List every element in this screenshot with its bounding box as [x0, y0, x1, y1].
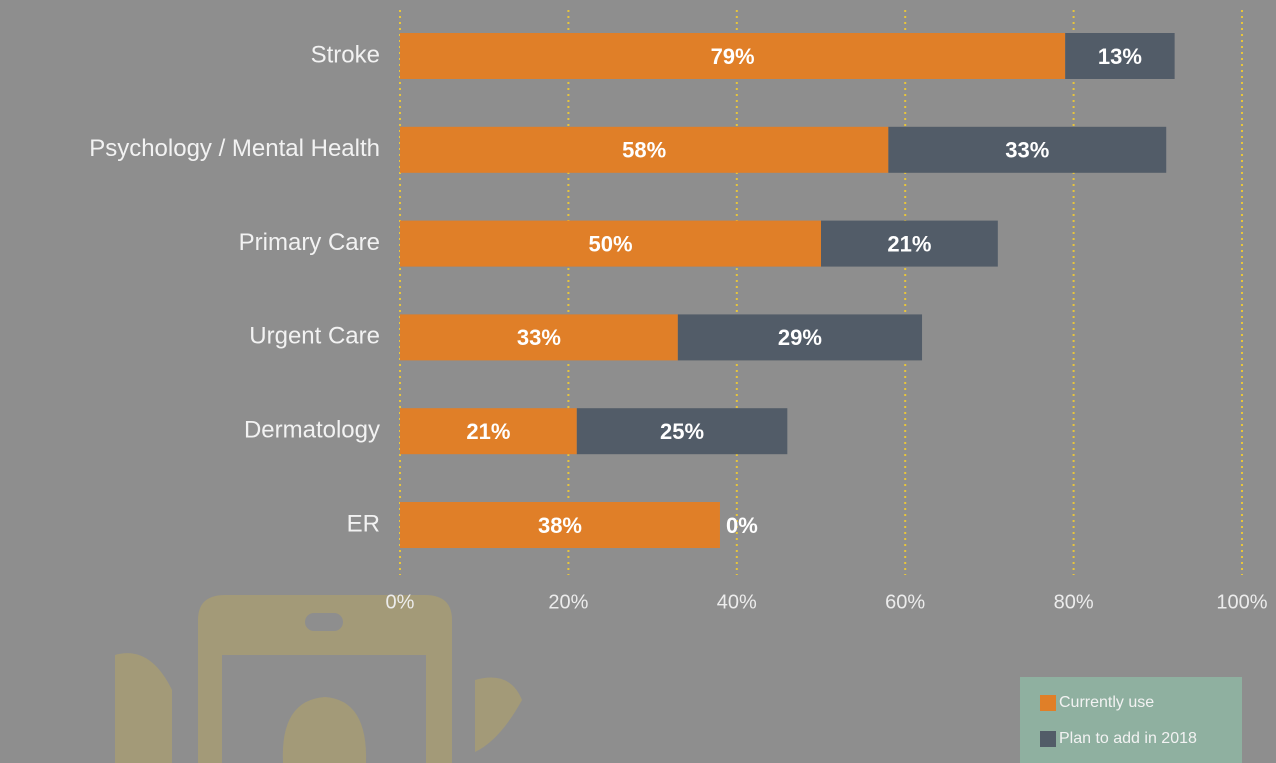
legend-label: Plan to add in 2018	[1059, 730, 1197, 747]
bar-segment	[400, 33, 1066, 79]
bar-segment	[400, 408, 577, 455]
category-label: Psychology / Mental Health	[89, 135, 380, 162]
value-label: 58%	[622, 138, 666, 163]
category-label: Dermatology	[244, 417, 380, 444]
category-label: Urgent Care	[249, 323, 380, 350]
bar-segment	[400, 220, 821, 267]
x-tick-label: 20%	[548, 591, 588, 613]
bar-segment	[400, 314, 678, 361]
bar-segment	[1065, 33, 1175, 79]
value-label: 13%	[1098, 44, 1142, 69]
decor-phone	[115, 595, 522, 763]
x-tick-label: 80%	[1054, 591, 1094, 613]
value-label: 0%	[726, 513, 758, 538]
category-label: Primary Care	[239, 229, 380, 256]
legend-swatch	[1040, 731, 1056, 747]
legend-box	[1020, 677, 1242, 763]
x-tick-label: 60%	[885, 591, 925, 613]
bar-segment	[677, 314, 923, 361]
legend-label: Currently use	[1059, 694, 1154, 711]
value-label: 21%	[887, 231, 931, 256]
category-label: Stroke	[311, 41, 380, 68]
bar-segment	[576, 408, 788, 455]
category-label: ER	[347, 510, 380, 537]
value-label: 33%	[1005, 138, 1049, 163]
bar-segment	[888, 126, 1167, 173]
value-label: 38%	[538, 513, 582, 538]
x-tick-label: 100%	[1216, 591, 1267, 613]
x-tick-label: 0%	[386, 591, 415, 613]
decor-hand-right	[475, 677, 522, 752]
decor-phone-speaker	[305, 613, 343, 631]
decor-person	[282, 697, 367, 763]
decor-hand-left	[115, 653, 172, 763]
value-label: 33%	[517, 325, 561, 350]
bar-segment	[400, 502, 720, 548]
value-label: 79%	[711, 44, 755, 69]
bar-segment	[400, 126, 889, 173]
value-label: 21%	[466, 419, 510, 444]
legend-swatch	[1040, 695, 1056, 711]
value-label: 29%	[778, 325, 822, 350]
bar-segment	[821, 220, 998, 267]
value-label: 50%	[588, 231, 632, 256]
value-label: 25%	[660, 419, 704, 444]
x-tick-label: 40%	[717, 591, 757, 613]
